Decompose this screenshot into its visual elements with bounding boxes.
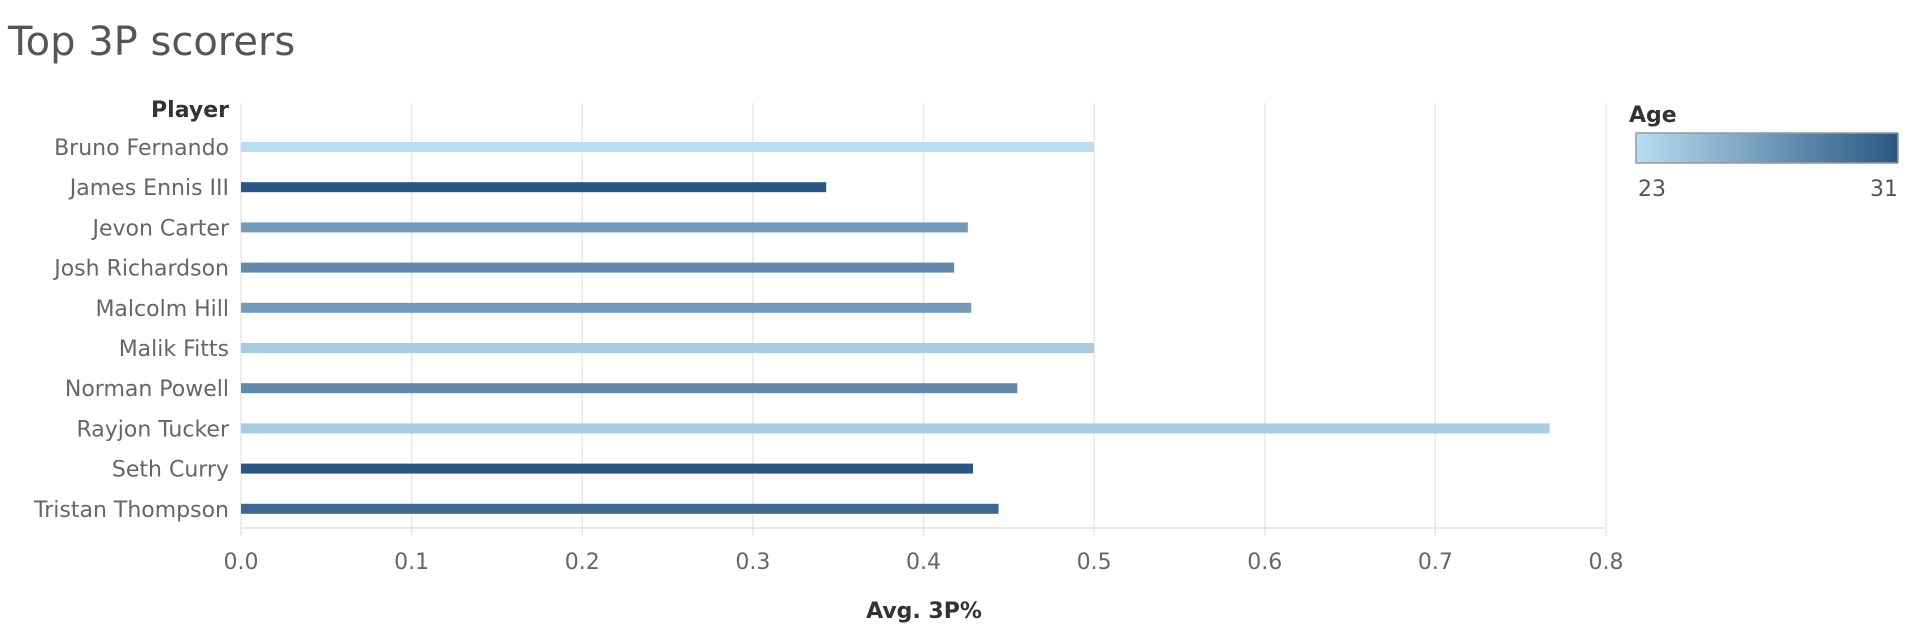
category-labels: Bruno Fernando James Ennis III Jevon Carte… <box>33 136 230 523</box>
bar <box>241 383 1018 394</box>
x-tick-label: 0.5 <box>1077 550 1112 575</box>
chart-title: Top 3P scorers <box>7 19 295 65</box>
x-tick-label: 0.6 <box>1247 550 1282 575</box>
bar <box>241 182 827 193</box>
legend-title: Age <box>1629 103 1677 128</box>
bar <box>241 423 1550 434</box>
gridlines <box>240 103 1607 536</box>
category-label: James Ennis III <box>68 176 229 201</box>
x-tick-label: 0.3 <box>735 550 770 575</box>
x-tick-label: 0.0 <box>224 550 259 575</box>
legend-min-label: 23 <box>1638 177 1666 202</box>
bar <box>241 503 999 514</box>
category-label: Malik Fitts <box>119 337 229 362</box>
x-tick-label: 0.8 <box>1589 550 1624 575</box>
bar <box>241 262 955 273</box>
x-tick-label: 0.7 <box>1418 550 1453 575</box>
category-label: Bruno Fernando <box>54 136 229 161</box>
x-tick-labels: 0.0 0.1 0.2 0.3 0.4 0.5 0.6 0.7 0.8 <box>224 550 1624 575</box>
category-label: Josh Richardson <box>52 257 229 282</box>
legend-color-ramp <box>1635 132 1899 164</box>
bar <box>241 463 973 474</box>
bar <box>241 343 1095 353</box>
x-tick-label: 0.2 <box>565 550 600 575</box>
bar <box>241 142 1095 152</box>
category-label: Tristan Thompson <box>33 498 229 523</box>
legend: Age 23 31 <box>1629 103 1899 202</box>
bar <box>241 302 972 313</box>
y-axis-title: Player <box>151 98 229 123</box>
category-label: Malcolm Hill <box>95 297 229 322</box>
x-axis-title: Avg. 3P% <box>866 599 982 624</box>
category-label: Norman Powell <box>65 377 229 402</box>
legend-max-label: 31 <box>1870 177 1898 202</box>
x-tick-label: 0.4 <box>906 550 941 575</box>
bars <box>241 142 1550 514</box>
category-label: Jevon Carter <box>90 216 229 241</box>
bar <box>241 222 968 233</box>
x-tick-label: 0.1 <box>394 550 429 575</box>
category-label: Seth Curry <box>112 458 229 483</box>
category-label: Rayjon Tucker <box>77 417 230 442</box>
